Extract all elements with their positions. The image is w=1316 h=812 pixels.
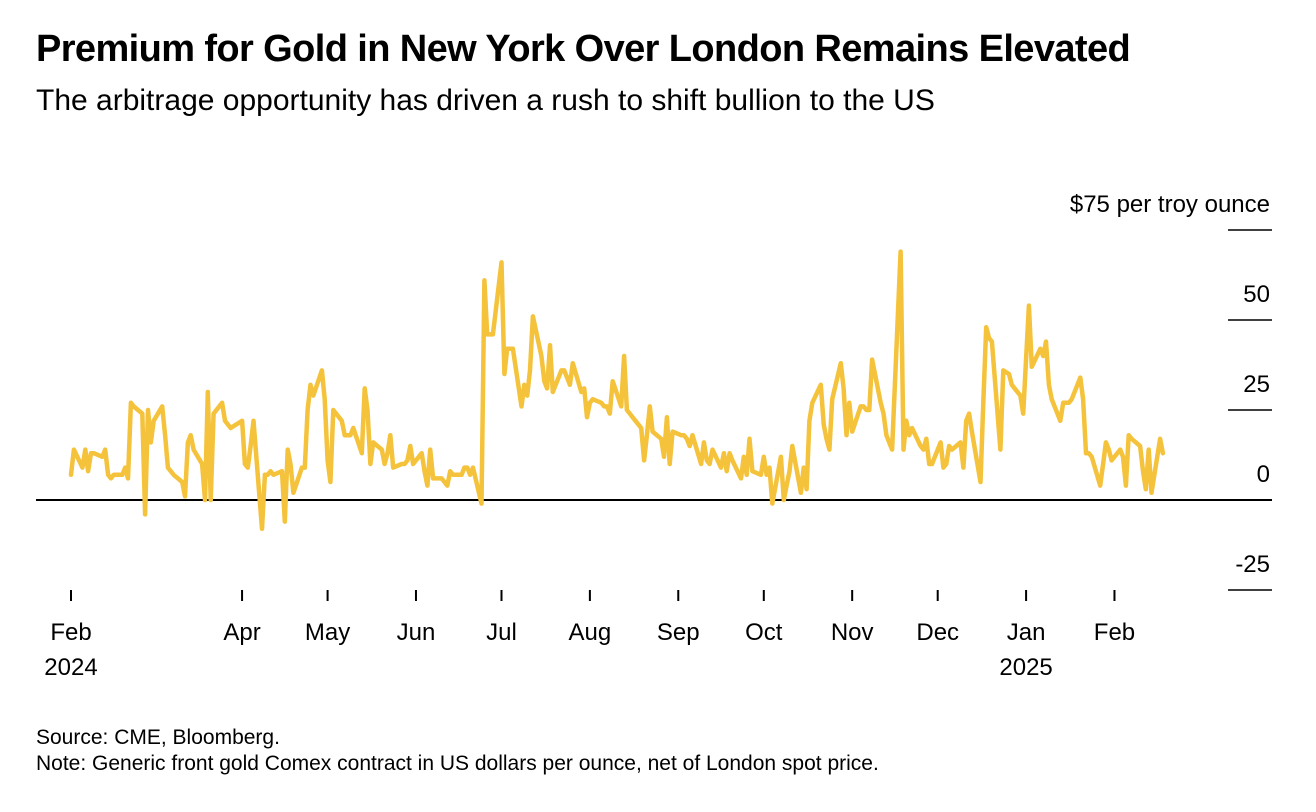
x-tick-label: Feb: [1094, 619, 1135, 646]
x-tick-label: Jul: [486, 619, 517, 646]
source-note: Source: CME, Bloomberg.: [36, 726, 280, 749]
x-tick-label: Nov: [831, 619, 874, 646]
x-tick-label: Dec: [916, 619, 959, 646]
x-tick-label: Oct: [745, 619, 783, 646]
x-tick-label: Jun: [397, 619, 436, 646]
y-tick-label: 25: [1243, 371, 1270, 398]
x-tick-label: Jan: [1007, 619, 1046, 646]
x-tick-label: Feb: [50, 619, 91, 646]
x-axis: Feb 2024 Apr May Jun Jul Aug Sep Oct Nov Dec Jan 202…: [44, 590, 1135, 681]
y-tick-label: 50: [1243, 281, 1270, 308]
x-tick-label: Sep: [657, 619, 700, 646]
x-tick-label: May: [305, 619, 350, 646]
x-tick-year: 2024: [44, 654, 97, 681]
y-tick-label: $75 per troy ounce: [1070, 191, 1270, 218]
footnote: Note: Generic front gold Comex contract …: [36, 752, 879, 775]
chart-title: Premium for Gold in New York Over London…: [36, 28, 1131, 70]
series-line-premium: [68, 249, 1166, 532]
x-tick-label: Aug: [569, 619, 612, 646]
y-tick-label: 0: [1257, 461, 1270, 488]
y-axis: [1228, 229, 1272, 591]
x-tick-year: 2025: [999, 654, 1052, 681]
x-tick-label: Apr: [223, 619, 260, 646]
y-tick-label: -25: [1235, 551, 1270, 578]
chart-subtitle: The arbitrage opportunity has driven a r…: [36, 84, 935, 117]
y-axis-labels: $75 per troy ounce 50 25 0 -25: [1070, 191, 1270, 578]
